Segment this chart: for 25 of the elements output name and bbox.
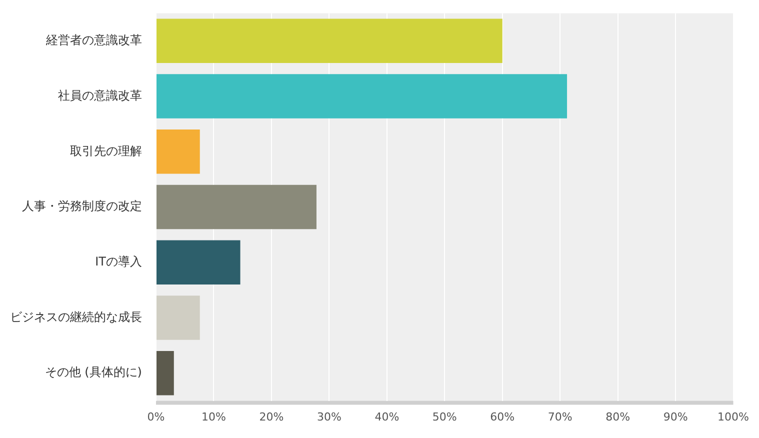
x-tick-label: 10%	[202, 410, 226, 424]
bar	[156, 74, 568, 118]
bar	[156, 240, 240, 285]
x-tick-label: 50%	[432, 410, 457, 424]
x-tick-label: 90%	[663, 410, 688, 424]
x-tick-label: 30%	[316, 410, 342, 424]
y-tick-label: 取引先の理解	[70, 144, 142, 158]
x-tick-label: 70%	[548, 410, 572, 424]
x-tick-label: 20%	[259, 410, 284, 424]
bar	[156, 184, 316, 230]
x-tick-label: 0%	[147, 410, 165, 424]
y-tick-label: 経営者の意識改革	[45, 33, 142, 48]
x-tick-label: 100%	[718, 410, 750, 424]
bar	[156, 129, 200, 174]
bar	[156, 350, 174, 396]
y-tick-label: 社員の意識改革	[58, 88, 142, 102]
bar	[156, 18, 502, 64]
y-tick-label: 人事・労務制度の改定	[22, 199, 142, 214]
y-tick-label: その他 (具体的に)	[44, 365, 142, 380]
x-tick-label: 60%	[490, 410, 515, 424]
bar	[156, 296, 200, 340]
y-tick-label: ビジネスの継続的な成長	[10, 310, 142, 324]
y-tick-label: ITの導入	[95, 254, 142, 268]
x-tick-label: 40%	[374, 410, 400, 424]
x-tick-label: 80%	[606, 410, 630, 424]
